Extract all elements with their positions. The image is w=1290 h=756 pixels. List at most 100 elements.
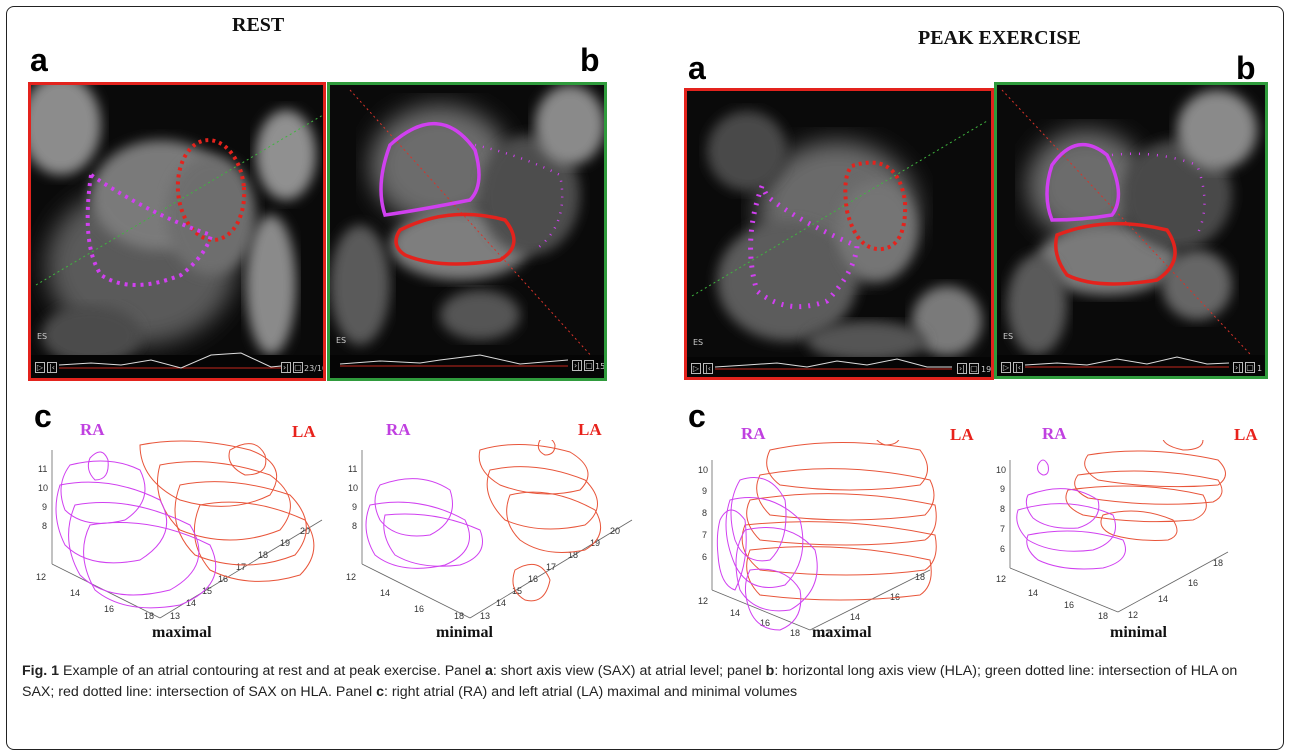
y-tick: 10 — [38, 483, 48, 493]
y-tick: 9 — [352, 502, 357, 512]
z-tick: 14 — [496, 598, 506, 608]
stop-button-peak-sax[interactable]: ▢ — [969, 363, 979, 374]
y-tick: 8 — [1000, 504, 1005, 514]
stop-button-rest-hla[interactable]: ▢ — [584, 360, 594, 371]
ra-contours — [1016, 459, 1126, 570]
ra-label-rest-min: RA — [386, 420, 411, 439]
plot-peak-minimal: 10 9 8 7 6 12 14 16 18 12 14 16 18 — [996, 440, 1229, 620]
peak-sax-anatomy: ES — [687, 91, 991, 377]
y-tick: 7 — [702, 530, 707, 540]
z-ticks: 12 14 16 18 — [1128, 558, 1223, 620]
la-label-rest-min: LA — [578, 420, 602, 439]
z-tick: 15 — [512, 586, 522, 596]
x-tick: 12 — [996, 574, 1006, 584]
z-ticks: 12 14 16 18 — [820, 572, 925, 638]
rest-sax-anatomy: ES — [31, 85, 323, 378]
y-tick: 9 — [42, 502, 47, 512]
svg-text:ES: ES — [693, 338, 703, 347]
y-ticks: 10 9 8 7 6 — [996, 465, 1006, 554]
stop-button-peak-hla[interactable]: ▢ — [1245, 362, 1255, 373]
la-contours — [139, 440, 315, 582]
la-label-peak-max: LA — [950, 425, 974, 444]
step-forward-button-rest-sax[interactable]: ›| — [281, 362, 291, 373]
play-button-peak-hla[interactable]: ▷ — [1001, 362, 1011, 373]
x-tick: 18 — [790, 628, 800, 638]
step-back-button-peak-sax[interactable]: |‹ — [703, 363, 713, 374]
frame-counter-rest-sax: 23/100 — [304, 364, 323, 373]
z-tick: 19 — [280, 538, 290, 548]
z-ticks: 13 14 15 16 17 18 19 20 — [170, 526, 310, 620]
step-forward-button-peak-sax[interactable]: ›| — [957, 363, 967, 374]
la-label-peak-min: LA — [1234, 425, 1258, 444]
plot-axes — [711, 460, 931, 631]
plot-axes — [51, 450, 323, 619]
y-tick: 8 — [42, 521, 47, 531]
x-ticks: 12 14 16 18 — [36, 572, 154, 620]
y-tick: 9 — [702, 486, 707, 496]
x-tick: 14 — [1028, 588, 1038, 598]
z-ticks: 13 14 15 16 17 18 19 20 — [480, 526, 620, 620]
panel-label-a-peak: a — [688, 50, 706, 86]
z-tick: 17 — [546, 562, 556, 572]
step-back-button-peak-hla[interactable]: |‹ — [1013, 362, 1023, 373]
rest-hla-anatomy: ES — [330, 85, 604, 378]
play-button-rest-sax[interactable]: ▷ — [35, 362, 45, 373]
z-tick: 16 — [528, 574, 538, 584]
la-contours — [478, 440, 602, 602]
x-tick: 18 — [454, 611, 464, 620]
z-tick: 16 — [1188, 578, 1198, 588]
caption-panel-c: c — [376, 684, 384, 700]
x-tick: 14 — [70, 588, 80, 598]
z-tick: 17 — [236, 562, 246, 572]
y-ticks: 11 10 9 8 — [38, 464, 48, 531]
rest-sax-image: ES ▷ |‹ ›| ▢ 23/100 — [28, 82, 326, 381]
svg-text:ES: ES — [1003, 332, 1013, 341]
x-tick: 14 — [380, 588, 390, 598]
rest-title: REST — [232, 14, 285, 36]
panel-label-c-rest: c — [34, 398, 52, 434]
y-ticks: 10 9 8 7 6 — [698, 465, 708, 562]
y-tick: 6 — [702, 552, 707, 562]
y-tick: 11 — [38, 464, 47, 474]
step-forward-button-peak-hla[interactable]: ›| — [1233, 362, 1243, 373]
z-tick: 16 — [218, 574, 228, 584]
z-tick: 12 — [1128, 610, 1138, 620]
x-tick: 16 — [414, 604, 424, 614]
play-button-peak-sax[interactable]: ▷ — [691, 363, 701, 374]
svg-text:ES: ES — [37, 332, 47, 341]
caption-fig-label: Fig. 1 — [22, 663, 60, 679]
y-ticks: 11 10 9 8 — [348, 464, 358, 531]
x-tick: 12 — [698, 596, 708, 606]
stop-button-rest-sax[interactable]: ▢ — [293, 362, 303, 373]
z-tick: 12 — [820, 628, 830, 638]
la-label-rest-max: LA — [292, 422, 316, 441]
ra-contours — [716, 477, 818, 631]
y-tick: 11 — [348, 464, 357, 474]
x-tick: 12 — [36, 572, 46, 582]
x-tick: 12 — [346, 572, 356, 582]
rest-hla-image: ES ›| ▢ 15/ — [327, 82, 607, 381]
z-tick: 13 — [170, 611, 180, 620]
ra-contours — [365, 478, 483, 569]
z-tick: 18 — [1213, 558, 1223, 568]
caption-panel-b: b — [765, 663, 775, 679]
ra-contours — [55, 451, 217, 609]
figure-caption: Fig. 1 Example of an atrial contouring a… — [22, 661, 1272, 703]
y-tick: 7 — [1000, 524, 1005, 534]
z-tick: 18 — [258, 550, 268, 560]
z-tick: 18 — [915, 572, 925, 582]
frame-counter-peak-hla: 1 — [1257, 364, 1263, 373]
panel-label-c-peak: c — [688, 398, 706, 434]
peak-hla-anatomy: ES — [997, 85, 1265, 376]
step-forward-button-rest-hla[interactable]: ›| — [572, 360, 582, 371]
x-tick: 18 — [144, 611, 154, 620]
z-tick: 19 — [590, 538, 600, 548]
volume-label-rest-minimal: minimal — [436, 624, 493, 641]
ra-label-rest-max: RA — [80, 420, 105, 439]
y-tick: 9 — [1000, 484, 1005, 494]
step-back-button-rest-sax[interactable]: |‹ — [47, 362, 57, 373]
plot-rest-minimal: 11 10 9 8 12 14 16 18 13 14 15 16 17 18 … — [346, 440, 633, 620]
z-tick: 13 — [480, 611, 490, 620]
y-tick: 8 — [702, 508, 707, 518]
la-contours — [741, 440, 937, 601]
